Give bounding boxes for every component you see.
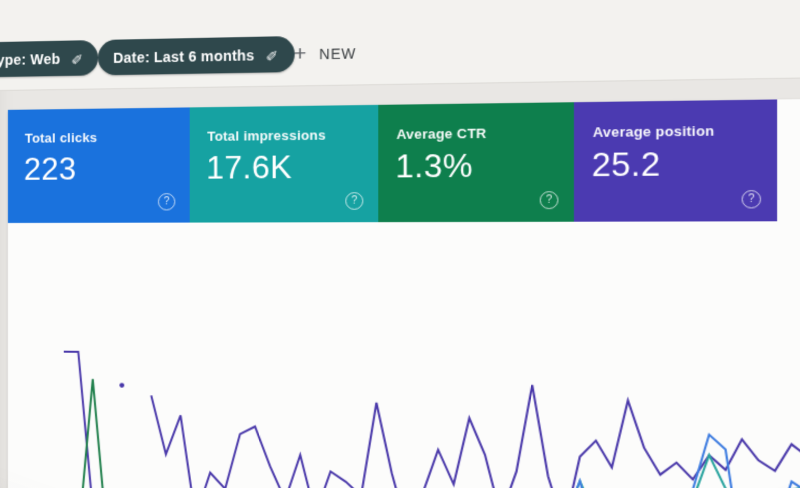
- performance-chart[interactable]: [64, 346, 800, 488]
- metric-card-total-clicks[interactable]: Total clicks 223 ?: [8, 107, 190, 223]
- metric-label: Total clicks: [25, 130, 97, 146]
- plus-icon: +: [294, 44, 307, 65]
- search-type-filter-label: type: Web: [0, 50, 60, 67]
- edit-pencil-icon: ✎: [266, 46, 278, 64]
- new-filter-button[interactable]: + NEW: [287, 39, 362, 69]
- metric-label: Average position: [593, 123, 715, 140]
- performance-panel: Total clicks 223 ? Total impressions 17.…: [8, 97, 800, 488]
- metric-label: Total impressions: [207, 127, 326, 144]
- metric-card-total-impressions[interactable]: Total impressions 17.6K ?: [190, 105, 379, 223]
- filter-toolbar: type: Web ✎ Date: Last 6 months ✎ + NEW …: [0, 0, 800, 91]
- photo-background: type: Web ✎ Date: Last 6 months ✎ + NEW …: [0, 0, 800, 488]
- help-icon[interactable]: ?: [742, 190, 761, 208]
- chart-area: 2/24/193/10/193/24/194/7/194/21/195/5/19…: [8, 221, 800, 488]
- metric-cards-row: Total clicks 223 ? Total impressions 17.…: [8, 99, 777, 223]
- date-filter-label: Date: Last 6 months: [113, 47, 254, 66]
- help-icon[interactable]: ?: [540, 191, 559, 209]
- metric-label: Average CTR: [396, 125, 486, 142]
- screen: type: Web ✎ Date: Last 6 months ✎ + NEW …: [0, 0, 800, 488]
- edit-pencil-icon: ✎: [71, 49, 83, 66]
- metric-value: 1.3%: [395, 148, 472, 186]
- metric-card-average-ctr[interactable]: Average CTR 1.3% ?: [378, 102, 574, 222]
- metric-value: 25.2: [592, 146, 661, 185]
- metric-value: 17.6K: [206, 149, 292, 187]
- date-filter-chip[interactable]: Date: Last 6 months ✎: [98, 36, 294, 75]
- help-icon[interactable]: ?: [158, 193, 175, 210]
- help-icon[interactable]: ?: [345, 192, 363, 210]
- new-filter-label: NEW: [319, 45, 356, 62]
- metric-card-average-position[interactable]: Average position 25.2 ?: [574, 99, 777, 221]
- search-type-filter-chip[interactable]: type: Web ✎: [0, 40, 98, 78]
- metric-value: 223: [24, 151, 77, 188]
